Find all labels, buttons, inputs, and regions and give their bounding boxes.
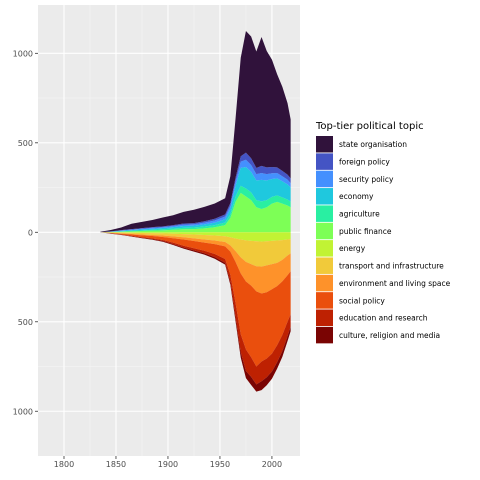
legend-label: agriculture	[339, 210, 380, 219]
legend-label: social policy	[339, 296, 385, 305]
legend-key	[316, 274, 333, 292]
legend-item: public finance	[316, 222, 392, 240]
legend-label: education and research	[339, 314, 428, 323]
legend-item: economy	[316, 188, 374, 205]
legend-label: public finance	[339, 227, 392, 236]
area-social-policy	[100, 232, 291, 367]
legend-item: foreign policy	[316, 153, 390, 170]
legend-label: transport and infrastructure	[339, 262, 444, 271]
y-tick-label: 500	[18, 318, 33, 327]
area-public-finance	[100, 192, 291, 233]
legend-key	[316, 188, 333, 205]
legend-item: agriculture	[316, 205, 380, 222]
y-axis: 1000 500 0 500 1000	[13, 49, 38, 416]
x-tick-label: 2000	[262, 460, 282, 469]
legend-label: economy	[339, 192, 374, 201]
y-tick-label: 500	[18, 139, 33, 148]
legend-item: energy	[316, 240, 366, 257]
area-education-and-research	[100, 232, 291, 385]
legend-key	[316, 326, 333, 344]
legend-item: security policy	[316, 170, 394, 188]
y-tick-label: 1000	[13, 49, 33, 58]
legend-label: culture, religion and media	[339, 331, 440, 340]
legend-item: state organisation	[316, 136, 407, 153]
legend-label: security policy	[339, 175, 394, 184]
x-tick-label: 1800	[54, 460, 74, 469]
x-tick-label: 1850	[106, 460, 126, 469]
x-tick-label: 1950	[210, 460, 230, 469]
legend-item: education and research	[316, 309, 428, 326]
x-axis: 1800 1850 1900 1950 2000	[54, 456, 282, 469]
legend-key	[316, 309, 333, 326]
legend-key	[316, 257, 333, 274]
legend-key	[316, 240, 333, 257]
legend-item: culture, religion and media	[316, 326, 440, 344]
legend-key	[316, 170, 333, 188]
legend-item: social policy	[316, 292, 385, 309]
stream-areas	[100, 30, 291, 392]
legend: Top-tier political topic state organisat…	[315, 121, 451, 344]
legend-label: foreign policy	[339, 157, 390, 166]
area-transport-and-infrastructure	[100, 232, 291, 267]
area-economy	[100, 166, 291, 233]
legend-key	[316, 292, 333, 309]
y-tick-label: 1000	[13, 407, 33, 416]
y-tick-label: 0	[28, 228, 33, 237]
legend-key	[316, 222, 333, 240]
legend-key	[316, 205, 333, 222]
x-tick-label: 1900	[158, 460, 178, 469]
legend-label: environment and living space	[339, 279, 451, 288]
area-culture-religion-and-media	[100, 232, 291, 392]
legend-label: state organisation	[339, 140, 407, 149]
area-environment-and-living-space	[100, 232, 291, 294]
legend-item: transport and infrastructure	[316, 257, 444, 274]
legend-title: Top-tier political topic	[315, 121, 424, 132]
area-state-organisation	[100, 30, 291, 233]
legend-label: energy	[339, 244, 366, 253]
legend-key	[316, 153, 333, 170]
area-energy	[100, 232, 291, 242]
legend-item: environment and living space	[316, 274, 451, 292]
legend-key	[316, 136, 333, 153]
